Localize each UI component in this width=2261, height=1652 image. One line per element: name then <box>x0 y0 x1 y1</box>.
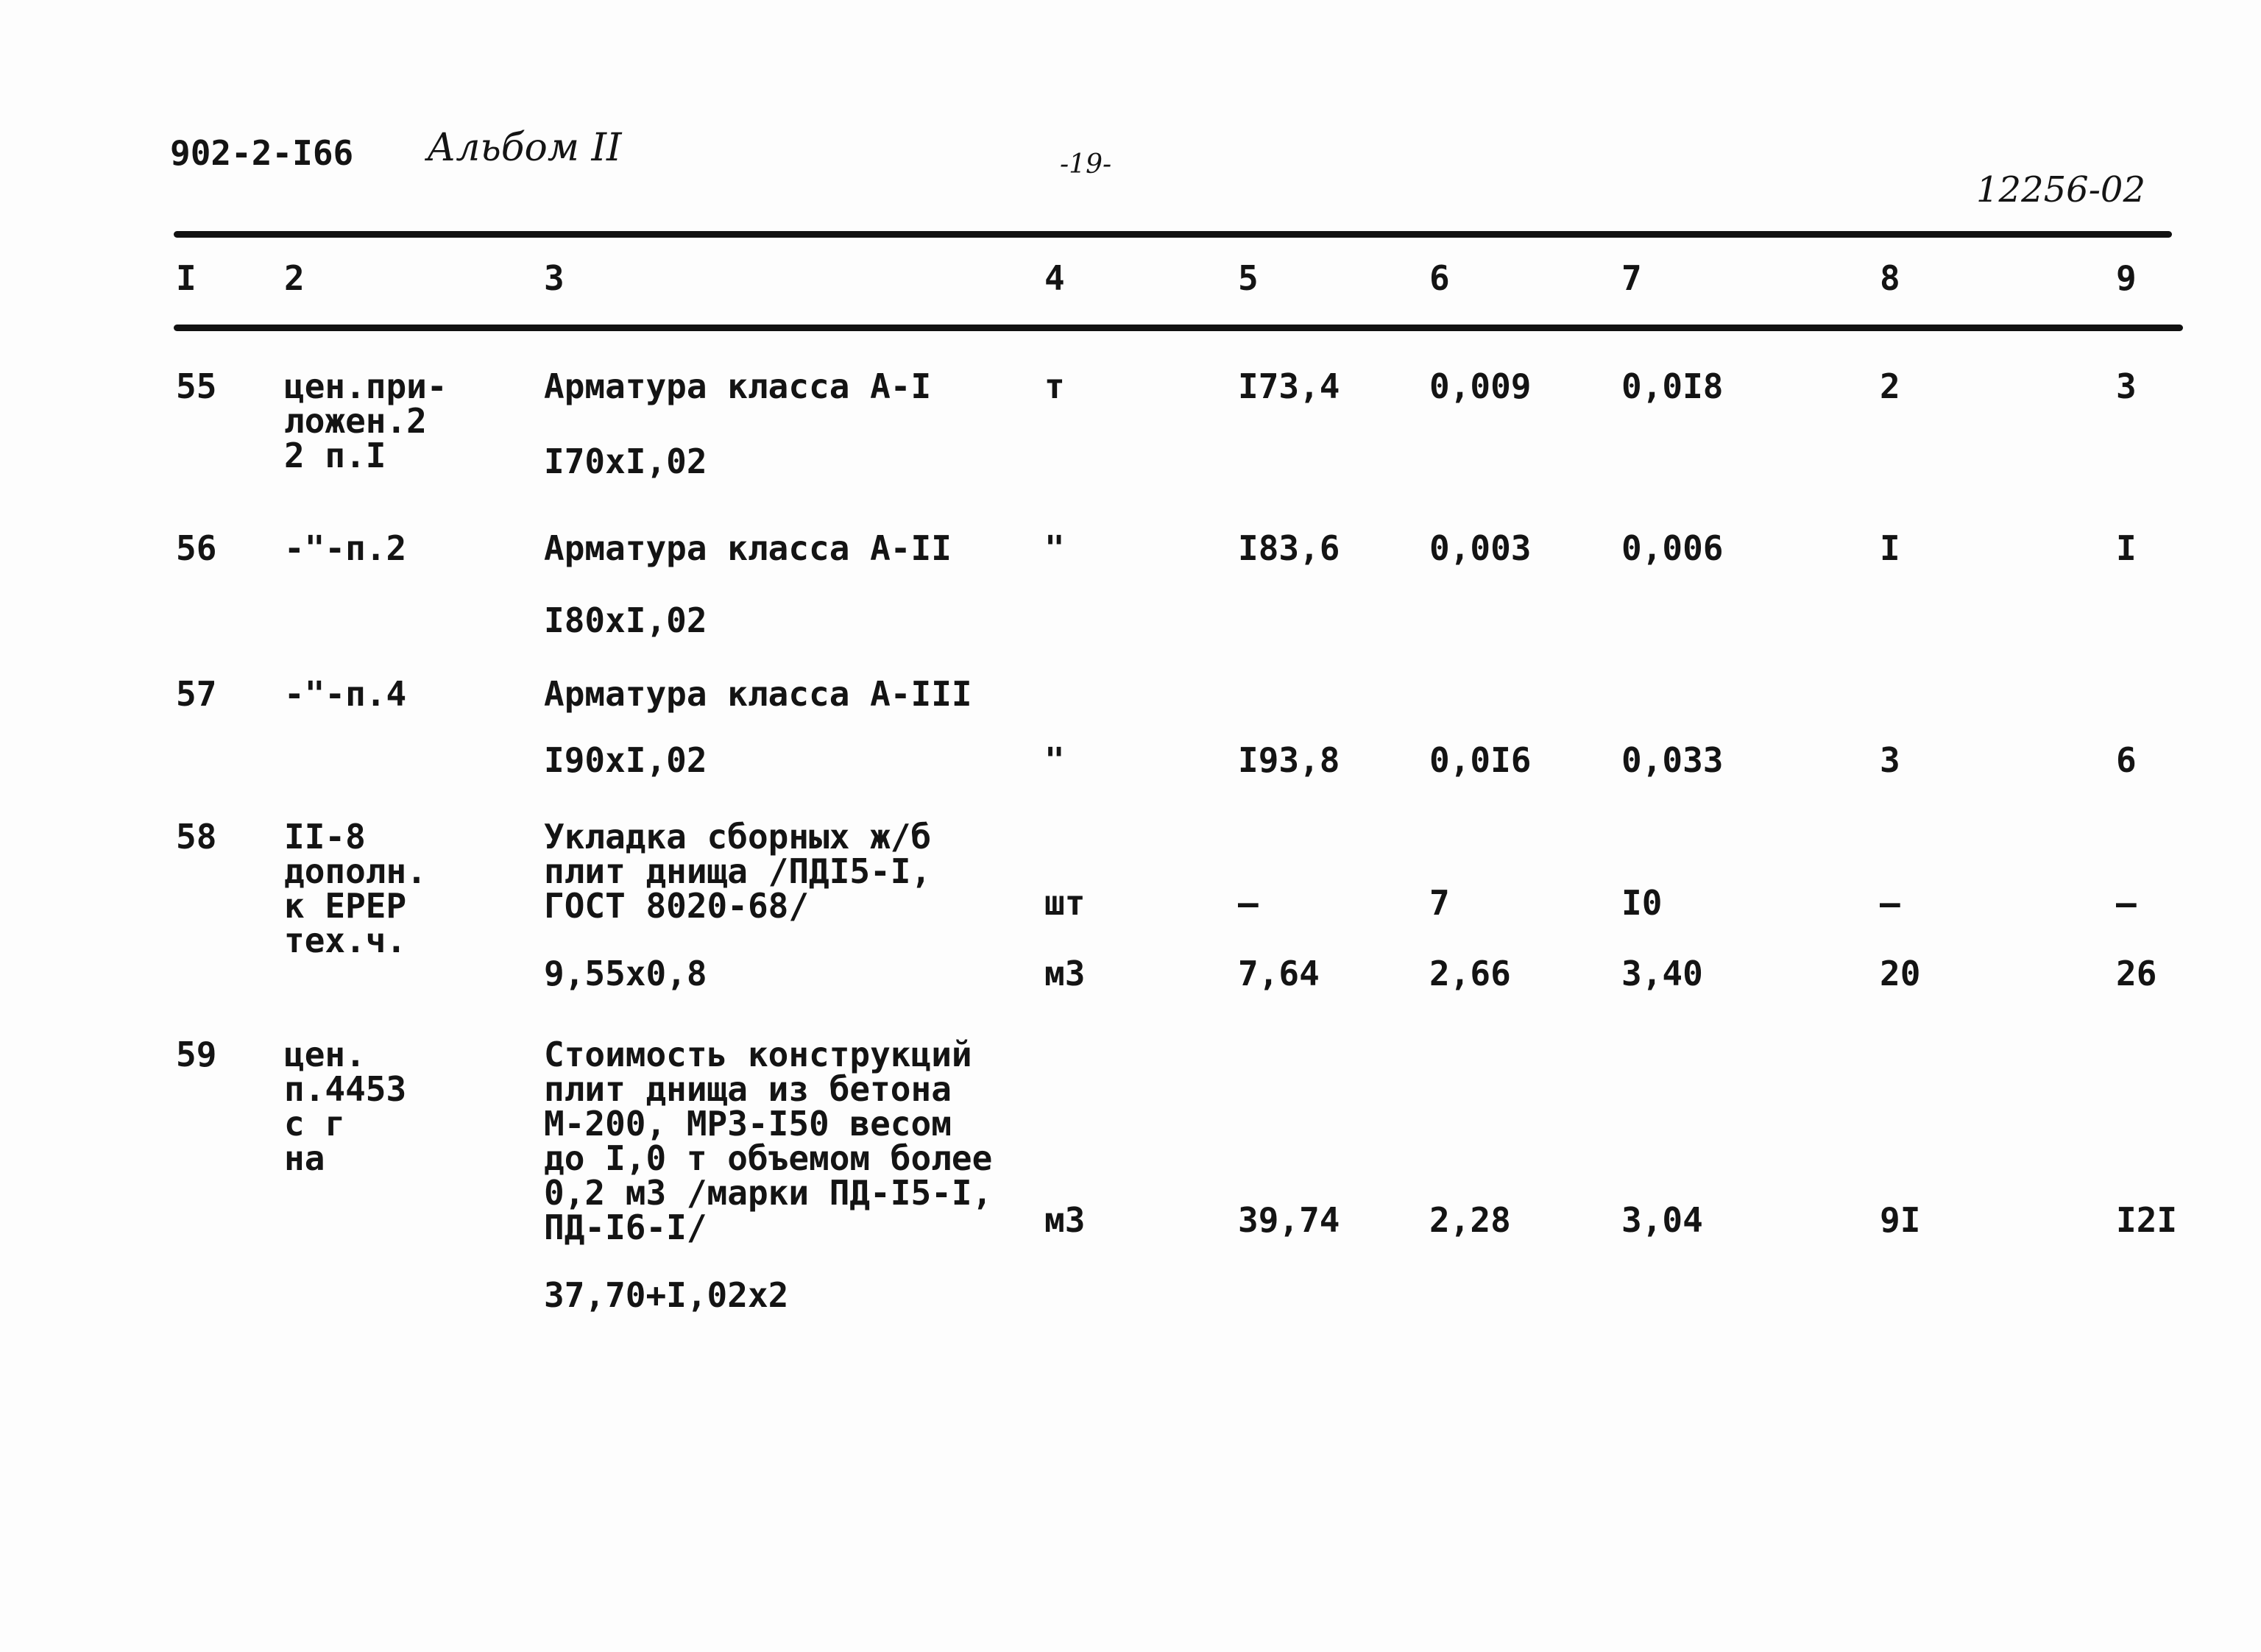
quantity-calculation: 37,70+I,02x2 <box>544 1275 789 1315</box>
value-col-6: 7 <box>1429 883 1450 923</box>
value-col-8: 9I <box>1880 1200 1921 1240</box>
unit: т <box>1044 366 1065 406</box>
album-label: Альбом II <box>427 126 622 170</box>
unit: м3 <box>1044 1200 1086 1240</box>
row-number: 55 <box>176 366 217 406</box>
column-header-8: 8 <box>1880 258 1900 298</box>
value-col-6: 2,66 <box>1429 954 1511 993</box>
row-number: 57 <box>176 674 217 714</box>
work-description: Укладка сборных ж/б плит днища /ПДI5-I, … <box>544 817 932 926</box>
price-reference: -"-п.4 <box>284 674 407 714</box>
value-col-7: 3,40 <box>1621 954 1703 993</box>
work-description: Арматура класса А-II <box>544 528 952 568</box>
document-code: 902-2-I66 <box>170 133 354 173</box>
column-header-1: I <box>176 258 197 298</box>
value-col-5: 7,64 <box>1238 954 1320 993</box>
value-col-7: 3,04 <box>1621 1200 1703 1240</box>
value-col-9: 26 <box>2116 954 2157 993</box>
column-header-5: 5 <box>1238 258 1259 298</box>
quantity-calculation: 9,55x0,8 <box>544 954 707 993</box>
price-reference: цен. п.4453 с г на <box>284 1035 407 1178</box>
column-header-6: 6 <box>1429 258 1450 298</box>
work-description: Стоимость конструкций плит днища из бето… <box>544 1035 993 1247</box>
value-col-7: 0,006 <box>1621 528 1724 568</box>
page-number: -19- <box>1060 149 1112 180</box>
row-number: 56 <box>176 528 217 568</box>
quantity-calculation: I90xI,02 <box>544 740 707 780</box>
doc-number: 12256-02 <box>1976 169 2145 210</box>
value-col-8: 20 <box>1880 954 1921 993</box>
value-col-6: 0,009 <box>1429 366 1532 406</box>
unit: м3 <box>1044 954 1086 993</box>
value-col-7: 0,033 <box>1621 740 1724 780</box>
row-number: 59 <box>176 1035 217 1074</box>
value-col-9: 6 <box>2116 740 2137 780</box>
value-col-5: I93,8 <box>1238 740 1340 780</box>
unit: " <box>1044 528 1065 568</box>
value-col-7: 0,0I8 <box>1621 366 1724 406</box>
unit: шт <box>1044 883 1086 923</box>
table-header-rule <box>174 325 2183 331</box>
value-col-6: 2,28 <box>1429 1200 1511 1240</box>
work-description: Арматура класса А-III <box>544 674 972 714</box>
value-col-5: 39,74 <box>1238 1200 1340 1240</box>
value-col-5: I83,6 <box>1238 528 1340 568</box>
column-header-7: 7 <box>1621 258 1642 298</box>
quantity-calculation: I80xI,02 <box>544 600 707 640</box>
value-col-9: 3 <box>2116 366 2137 406</box>
price-reference: цен.при- ложен.2 2 п.I <box>284 366 447 475</box>
value-col-6: 0,0I6 <box>1429 740 1532 780</box>
value-col-7: I0 <box>1621 883 1663 923</box>
value-col-8: — <box>1880 883 1900 923</box>
value-col-5: I73,4 <box>1238 366 1340 406</box>
quantity-calculation: I70xI,02 <box>544 442 707 481</box>
row-number: 58 <box>176 817 217 857</box>
column-header-2: 2 <box>284 258 305 298</box>
column-header-9: 9 <box>2116 258 2137 298</box>
price-reference: -"-п.2 <box>284 528 407 568</box>
value-col-9: I2I <box>2116 1200 2178 1240</box>
value-col-9: I <box>2116 528 2137 568</box>
unit: " <box>1044 740 1065 780</box>
table-top-rule <box>174 231 2172 238</box>
price-reference: II-8 дополн. к ЕРЕР тех.ч. <box>284 817 427 960</box>
value-col-8: 2 <box>1880 366 1900 406</box>
column-header-4: 4 <box>1044 258 1065 298</box>
value-col-5: — <box>1238 883 1259 923</box>
value-col-8: 3 <box>1880 740 1900 780</box>
value-col-9: — <box>2116 883 2137 923</box>
value-col-6: 0,003 <box>1429 528 1532 568</box>
work-description: Арматура класса А-I <box>544 366 932 406</box>
column-header-3: 3 <box>544 258 565 298</box>
value-col-8: I <box>1880 528 1900 568</box>
